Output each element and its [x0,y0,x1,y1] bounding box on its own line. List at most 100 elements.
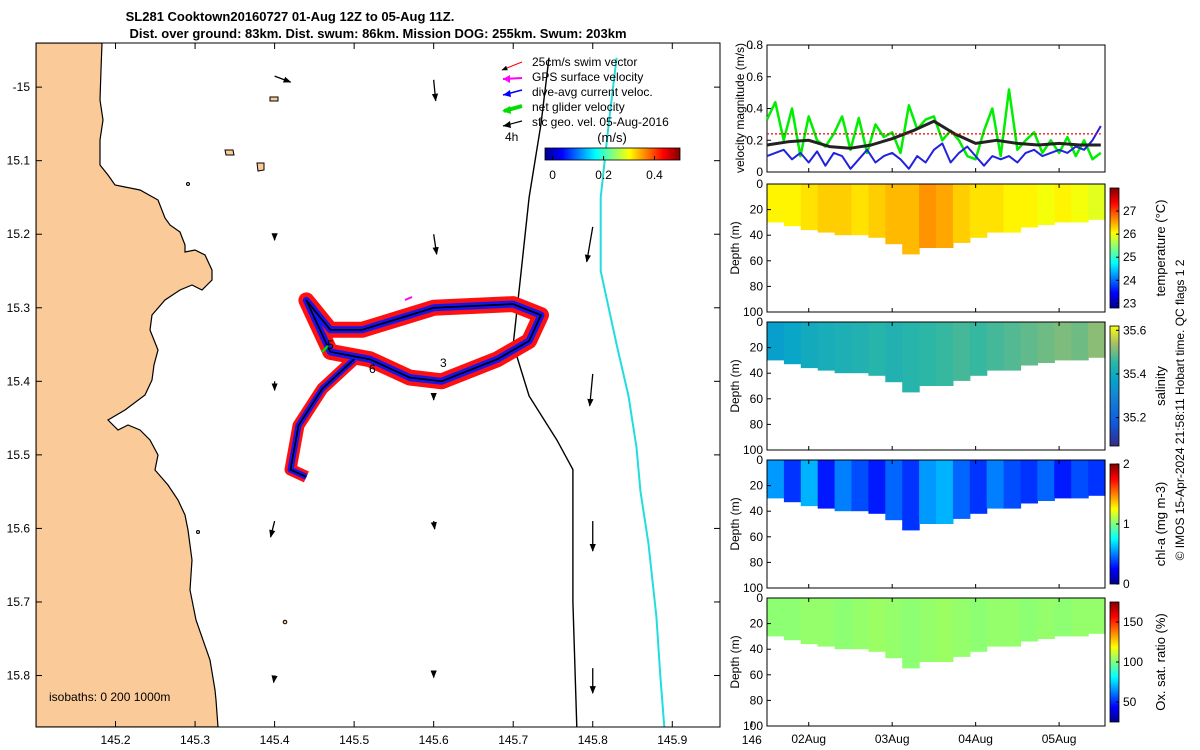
sfc-velocity-arrow [432,234,439,255]
section-cell [1054,460,1072,499]
section-cell [783,322,802,365]
velocity-series-line [766,125,1102,170]
section-cell [936,184,954,248]
section-colorbar-label: 25 [1123,250,1137,264]
section-cell [1037,598,1055,639]
section-y-tick-label: 0 [756,315,763,329]
velocity-y-tick-label: 0.8 [746,38,763,52]
coastline-land [36,43,219,727]
section-cell [1037,322,1055,363]
section-cell [1020,184,1038,228]
sfc-velocity-arrow [587,373,594,407]
figure-subtitle: Dist. over ground: 83km. Dist. swum: 86k… [129,26,626,41]
surface-velocity-vectors [269,75,596,694]
legend-time-label: 4h [505,130,518,144]
section-cell [834,598,853,650]
section-cell [885,322,903,383]
map-y-tick-label: 15.2 [7,227,31,241]
section-cell [851,598,869,650]
velocity-series [765,88,1102,170]
isobaths-caption: isobaths: 0 200 1000m [49,690,170,704]
section-y-tick-label: 0 [756,591,763,605]
section-y-tick-label: 60 [750,668,764,682]
isobath-1000m [599,57,666,727]
section-colorbar-label: 50 [1123,695,1137,709]
velocity-y-ticks: 0 0.2 0.4 0.6 0.8 [746,38,771,179]
section-cell [1037,460,1055,501]
section-colorbar-label: 27 [1123,204,1137,218]
section-cell [1003,460,1022,509]
map-y-tick-label: 15.1 [7,154,31,168]
section-cell [800,598,819,645]
map-x-tick-label: 145.4 [260,733,290,747]
section-cell [817,598,836,647]
section-colorbar-label: 35.2 [1123,411,1147,425]
section-cell [986,184,1005,233]
map-y-tick-label: 15.8 [7,669,31,683]
glider-path-line [305,299,542,383]
glider-track: 3 5 6 [284,292,549,483]
map-y-tick-label: 15.6 [7,521,31,535]
section-y-tick-label: 80 [750,693,764,707]
section-ylabel: Depth (m) [728,359,742,412]
section-cell [936,598,954,662]
net-glider-velocity-mark [321,345,329,353]
sfc-velocity-arrow [269,520,276,538]
sfc-velocity-arrow [584,226,594,263]
section-cell [902,184,920,255]
island [269,96,279,102]
island [256,162,265,172]
section-cell [969,322,988,376]
section-cell [817,322,836,371]
time-tick-label: 02Aug [791,732,826,746]
section-cell [969,184,988,238]
section-y-tick-label: 100 [743,443,763,457]
section-axes-frame [766,183,1106,313]
section-y-tick-label: 20 [750,617,764,631]
map-x-tick-label: 145.6 [419,733,449,747]
section-cell [969,460,988,514]
section-cell [902,598,920,669]
velocity-series-line [766,119,1101,150]
section-cell [1054,184,1072,223]
section-colorbar-label: 100 [1123,655,1143,669]
section-cell [1071,598,1089,637]
section-cell [783,598,802,641]
section-cell [1071,460,1089,499]
legend-gps-arrowhead [503,75,510,83]
section-cell [1020,598,1038,642]
section-y-tick-label: 100 [743,581,763,595]
section-cell [1003,184,1022,233]
section-cell [952,184,971,243]
section-cell [1003,598,1022,647]
section-y-tick-label: 60 [750,254,764,268]
section-cell [851,322,869,374]
map-x-tick-label: 145.2 [101,733,131,747]
map-y-tick-label: 15.7 [7,595,31,609]
legend-sfc-geo-velocity: sfc geo. vel. 05-Aug-2016 [532,115,669,129]
map-x-tick-label: 145.7 [498,733,528,747]
section-ylabel: Depth (m) [728,221,742,274]
speed-colorbar: (m/s) 0 0.2 0.4 [544,130,681,182]
section-cell [817,184,836,233]
section-colorbar-label: 1 [1123,517,1130,531]
section-cell [834,184,853,236]
section-cell [1088,598,1106,634]
colorbar-ramp [544,147,681,161]
section-cell [851,184,869,236]
section-cell [1088,322,1106,358]
map-x-ticks: 145.2 145.3 145.4 145.5 145.6 145.7 145.8 145.9… [101,43,762,747]
sfc-velocity-arrow [431,79,439,102]
section-colorbar-label: 35.6 [1123,323,1147,337]
section-y-tick-label: 40 [750,504,764,518]
velocity-y-tick-label: 0.2 [746,133,763,147]
colorbar-tick-label: 0 [549,168,556,182]
section-cell [851,460,869,512]
section-y-tick-label: 100 [743,305,763,319]
section-cell [834,460,853,512]
section-cell [986,322,1005,371]
time-tick-label: 05Aug [1042,732,1077,746]
sfc-velocity-arrow [271,675,278,684]
